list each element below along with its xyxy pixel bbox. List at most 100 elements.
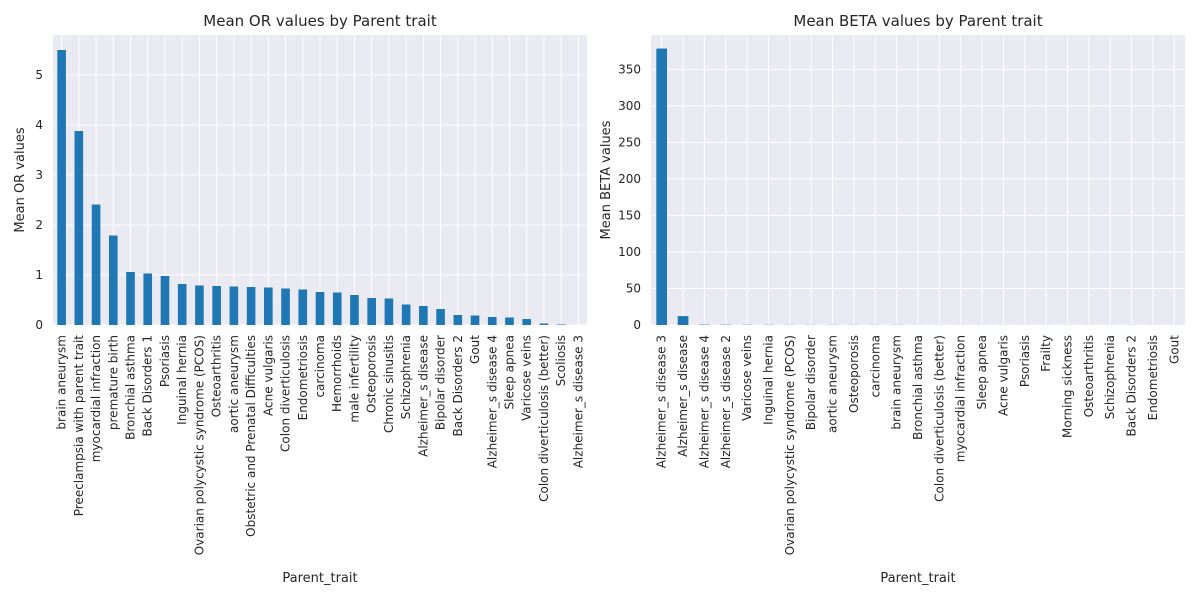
x-tick-label: Alzheimer_s disease 4 [485,335,499,468]
y-tick-label: 1 [35,268,43,282]
x-tick-label: Ovarian polycystic syndrome (PCOS) [783,335,797,555]
x-tick-label: Back Disorders 1 [141,335,155,436]
x-tick-label: Sleep apnea [975,335,989,409]
bar [143,274,152,326]
bar [126,272,135,325]
bar [316,292,325,325]
x-tick-label: Bipolar disorder [434,335,448,430]
x-tick-label: Psoriasis [1018,335,1032,387]
bar [333,293,342,326]
x-tick-label: Obstetric and Prenatal Difficulties [244,335,258,537]
y-tick-label: 150 [618,208,641,222]
x-tick-label: Alzheimer_s disease 3 [571,335,585,468]
bar [488,317,497,325]
chart-title: Mean OR values by Parent trait [203,12,437,30]
x-tick-label: Bronchial asthma [911,335,925,440]
y-tick-label: 5 [35,68,43,82]
bar [419,306,428,325]
y-tick-label: 0 [633,318,641,332]
x-tick-label: Colon diverticulosis (better) [932,335,946,502]
chart-title: Mean BETA values by Parent trait [793,12,1042,30]
x-tick-label: Schizophrenia [399,335,413,419]
bar [264,288,273,326]
y-tick-label: 2 [35,218,43,232]
bar [92,205,101,326]
x-tick-label: Back Disorders 2 [1125,335,1139,436]
x-tick-label: Endometriosis [296,335,310,420]
x-tick-label: Alzheimer_s disease [416,335,430,457]
x-tick-label: Alzheimer_s disease [676,335,690,457]
x-tick-label: Alzheimer_s disease 4 [697,335,711,468]
x-tick-label: Osteoporosis [365,335,379,413]
x-tick-label: Varicose veins [740,335,754,421]
x-tick-label: Ovarian polycystic syndrome (PCOS) [192,335,206,555]
x-tick-label: Osteoarthritis [1082,335,1096,417]
y-tick-label: 300 [618,99,641,113]
bar [281,289,290,326]
x-axis-label: Parent_trait [880,571,955,586]
x-tick-label: Osteoporosis [847,335,861,413]
y-tick-label: 200 [618,172,641,186]
x-tick-label: Colon diverticulosis (better) [537,335,551,502]
x-tick-label: premature birth [106,335,120,430]
y-axis-label: Mean BETA values [599,120,614,239]
x-tick-label: male infertility [347,335,361,423]
x-tick-label: Preeclampsia with parent trait [72,335,86,517]
y-tick-label: 350 [618,62,641,76]
bar [505,318,514,326]
x-tick-label: brain aneurysm [55,335,69,430]
x-tick-label: Inguinal hernia [175,335,189,425]
x-axis-label: Parent_trait [282,571,357,586]
bar [178,284,187,325]
x-tick-label: Acne vulgaris [996,335,1010,416]
x-tick-label: Acne vulgaris [261,335,275,416]
bar [367,298,376,325]
bar [298,290,307,326]
y-tick-label: 50 [626,281,641,295]
bar [402,305,411,326]
bar [557,325,566,326]
bar [75,131,84,325]
x-tick-label: Alzheimer_s disease 2 [719,335,733,468]
bar [678,316,689,325]
x-tick-label: Hemorrhoids [330,335,344,412]
x-tick-label: aortic aneurysm [826,335,840,433]
y-tick-label: 3 [35,168,43,182]
x-tick-label: Sleep apnea [502,335,516,409]
bar [57,50,66,325]
x-tick-label: brain aneurysm [890,335,904,430]
x-tick-label: Colon diverticulosis [279,335,293,452]
bar [212,286,221,325]
x-tick-label: Chronic sinusitis [382,335,396,433]
x-tick-label: carcinoma [868,335,882,398]
x-tick-label: Scoliosis [554,335,568,386]
x-tick-label: Gout [1167,335,1181,364]
bar [161,276,170,325]
x-tick-label: Bipolar disorder [804,335,818,430]
x-tick-label: Schizophrenia [1103,335,1117,419]
bar [350,295,359,325]
x-tick-label: Osteoarthritis [210,335,224,417]
x-tick-label: carcinoma [313,335,327,398]
y-tick-label: 100 [618,245,641,259]
bar [436,309,445,325]
y-tick-label: 4 [35,118,43,132]
x-tick-label: myocardial infraction [89,335,103,462]
x-tick-label: Psoriasis [158,335,172,387]
bar [471,316,480,326]
y-axis-label: Mean OR values [13,127,28,232]
x-tick-label: Back Disorders 2 [451,335,465,436]
bar [230,287,239,326]
x-tick-label: aortic aneurysm [227,335,241,433]
bar [109,236,118,326]
bar [385,299,394,326]
x-tick-label: Bronchial asthma [124,335,138,440]
bar [540,324,549,326]
x-tick-label: Endometriosis [1146,335,1160,420]
y-tick-label: 0 [35,318,43,332]
x-tick-label: myocardial infraction [954,335,968,462]
